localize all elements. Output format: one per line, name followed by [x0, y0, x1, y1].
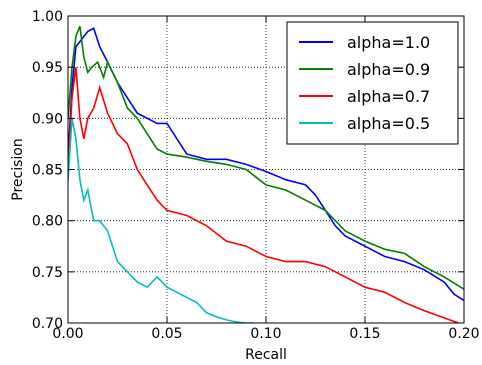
y-tick-label: 0.90 [32, 111, 63, 127]
x-tick-label: 0.20 [448, 326, 479, 342]
legend-label: alpha=0.9 [347, 60, 430, 79]
x-tick-label: 0.10 [250, 326, 281, 342]
y-tick-label: 0.85 [32, 163, 63, 179]
legend-label: alpha=0.7 [347, 87, 430, 106]
tick-labels: 0.00 0.05 0.10 0.15 0.20 0.70 0.75 0.80 0.85 0.90… [32, 9, 480, 342]
y-axis-label: Precision [10, 138, 26, 200]
legend-label: alpha=0.5 [347, 114, 430, 133]
y-tick-label: 0.95 [32, 60, 63, 76]
x-tick-label: 0.00 [52, 326, 83, 342]
y-tick-label: 1.00 [32, 9, 63, 25]
x-tick-label: 0.15 [349, 326, 380, 342]
series-lines [68, 25, 464, 323]
legend-label: alpha=1.0 [347, 33, 430, 52]
y-tick-label: 0.75 [32, 265, 63, 281]
series-line-4 [68, 118, 255, 323]
series-line-1 [68, 27, 464, 302]
x-tick-label: 0.05 [151, 326, 182, 342]
plot-frame [67, 15, 465, 324]
legend: alpha=1.0 alpha=0.9 alpha=0.7 alpha=0.5 [286, 21, 459, 145]
y-tick-label: 0.70 [32, 316, 63, 332]
y-tick-label: 0.80 [32, 214, 63, 230]
series-line-3 [68, 67, 461, 323]
x-axis-label: Recall [245, 347, 287, 363]
series-line-2 [68, 25, 464, 290]
